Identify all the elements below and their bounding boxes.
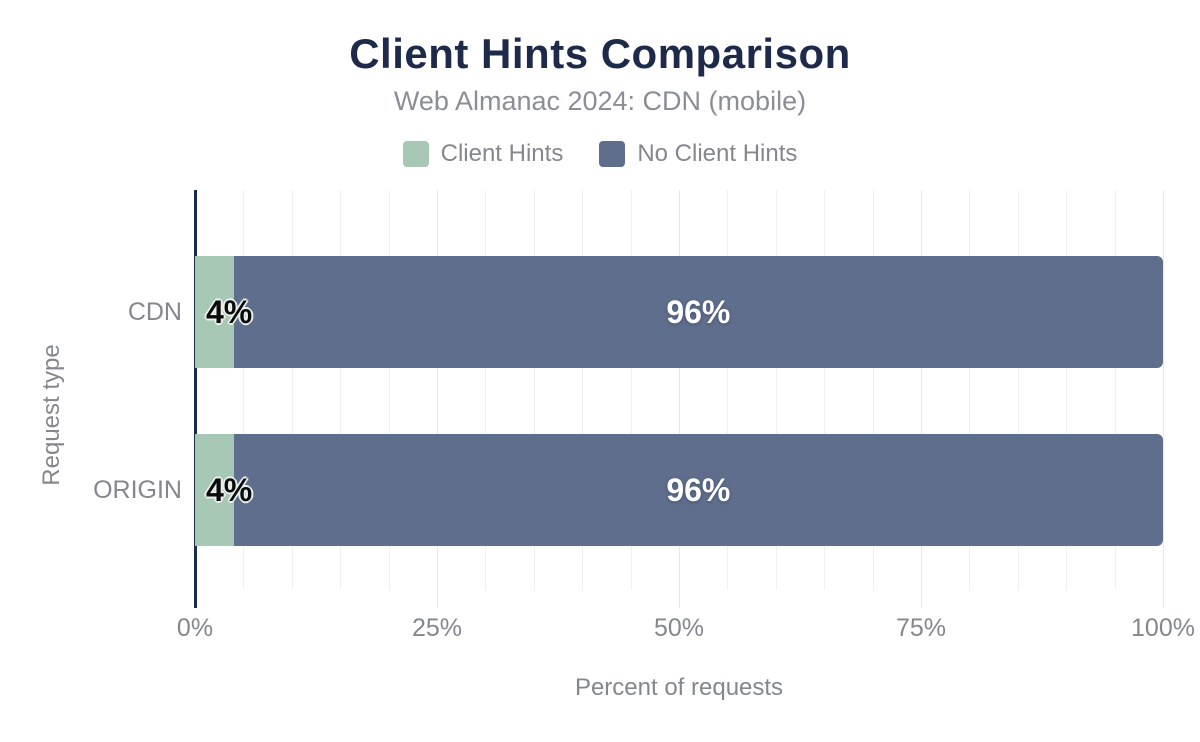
gridline-30 [485, 190, 487, 590]
x-tick-label-75: 75% [895, 614, 947, 642]
gridline-100 [1163, 190, 1164, 608]
gridline-55 [727, 190, 729, 590]
gridline-10 [291, 190, 293, 590]
gridline-20 [388, 190, 390, 590]
gridline-5 [243, 190, 245, 590]
gridline-85 [1017, 190, 1019, 590]
bar-segment-no-client-hints-origin[interactable]: 96% [233, 434, 1163, 546]
gridline-15 [340, 190, 342, 590]
legend-swatch-no-client-hints-icon [599, 141, 626, 167]
gridline-80 [969, 190, 971, 590]
x-tick-label-0: 0% [176, 614, 214, 642]
gridline-95 [1114, 190, 1116, 590]
bar-segment-client-hints-origin[interactable] [195, 434, 234, 546]
legend-swatch-client-hints-icon [402, 141, 429, 167]
category-label-origin: ORIGIN [93, 475, 182, 504]
category-label-cdn: CDN [127, 297, 182, 326]
bar-value-label-no-client-hints-cdn: 96% [666, 293, 731, 330]
bar-row-origin: ORIGIN 96% 4% [93, 434, 1163, 546]
gridline-75 [921, 190, 922, 608]
legend-label-no-client-hints: No Client Hints [637, 140, 798, 167]
bar-row-cdn: CDN 96% 4% [128, 256, 1163, 368]
gridline-70 [872, 190, 874, 590]
legend-label-client-hints: Client Hints [440, 140, 564, 167]
gridline-90 [1066, 190, 1068, 590]
gridline-45 [630, 190, 632, 590]
plot-area: CDN 96% 4% ORIGIN 96% 4% [93, 190, 1164, 608]
bar-value-label-client-hints-origin: 4% [206, 471, 253, 508]
gridline-35 [533, 190, 535, 590]
legend-item-no-client-hints[interactable]: No Client Hints [599, 140, 797, 168]
bar-segment-no-client-hints-cdn[interactable]: 96% [233, 256, 1163, 368]
y-axis-title: Request type [38, 344, 65, 486]
x-tick-label-100: 100% [1131, 614, 1195, 642]
bar-value-label-client-hints-cdn: 4% [206, 293, 253, 330]
bar-segment-client-hints-cdn[interactable] [195, 256, 234, 368]
gridline-25 [437, 190, 438, 608]
legend: Client Hints No Client Hints [0, 140, 1200, 168]
x-axis-ticks: 0% 25% 50% 75% 100% [177, 614, 1195, 644]
bar-value-label-no-client-hints-origin: 96% [666, 471, 731, 508]
gridline-60 [775, 190, 777, 590]
gridline-65 [824, 190, 826, 590]
x-tick-label-25: 25% [411, 614, 463, 642]
chart-subtitle: Web Almanac 2024: CDN (mobile) [393, 86, 807, 116]
legend-item-client-hints[interactable]: Client Hints [402, 140, 564, 168]
gridline-40 [582, 190, 584, 590]
x-axis-title: Percent of requests [574, 674, 784, 701]
x-tick-label-50: 50% [653, 614, 705, 642]
y-axis-line [194, 190, 197, 608]
gridline-50 [679, 190, 680, 608]
chart-title: Client Hints Comparison [349, 30, 851, 77]
